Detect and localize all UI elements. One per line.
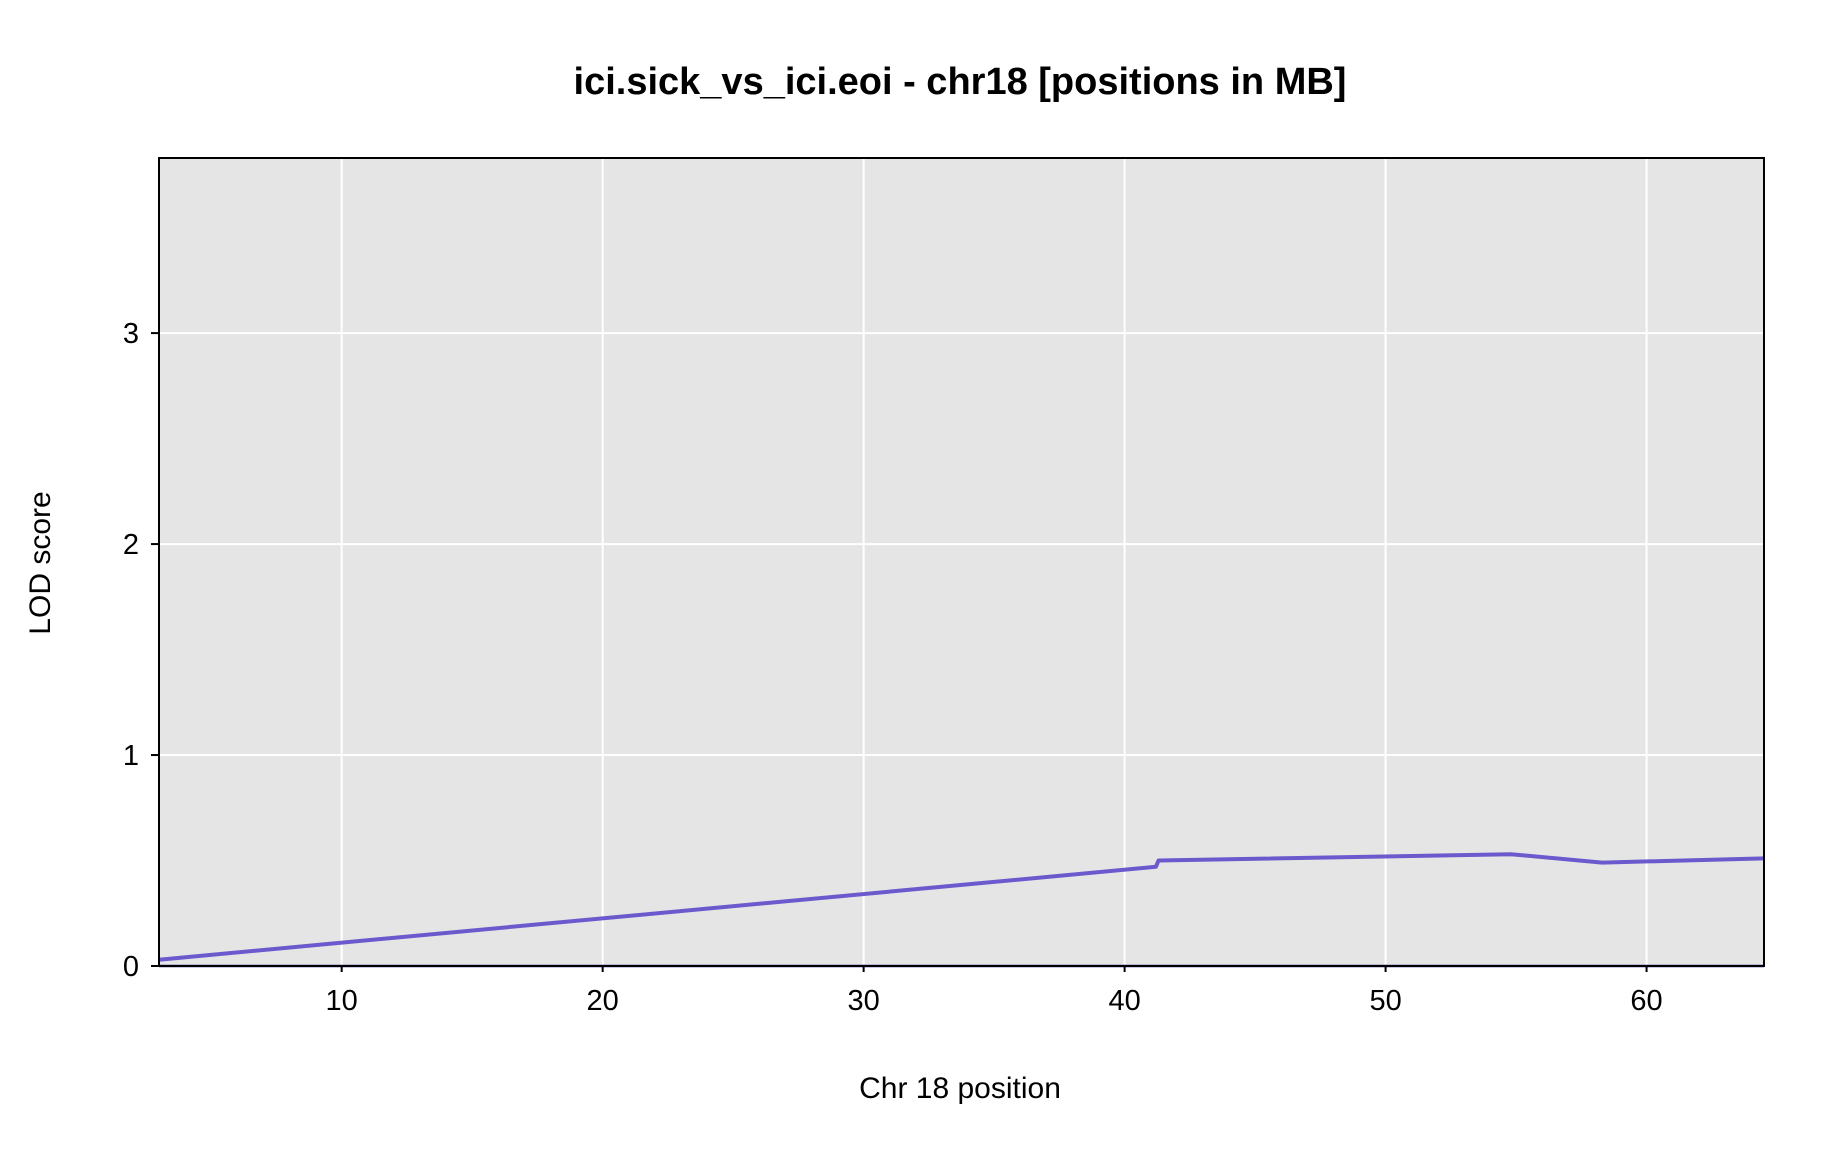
y-tick-label: 1 [123,740,139,772]
x-tick-label: 60 [1630,985,1662,1017]
y-tick-label: 0 [123,951,139,983]
x-axis-ticks: 10 20 30 40 50 60 [326,966,1663,1017]
y-tick-label: 3 [123,318,139,350]
x-tick-label: 50 [1369,985,1401,1017]
x-tick-label: 20 [587,985,619,1017]
plot-background [159,158,1764,966]
plot-frame [158,157,1765,967]
x-tick-label: 30 [848,985,880,1017]
series-layer [158,852,1765,962]
chart-title: ici.sick_vs_ici.eoi - chr18 [positions i… [574,61,1347,103]
x-tick-label: 10 [326,985,358,1017]
y-axis-ticks: 0 1 2 3 [123,318,159,983]
x-axis-label: Chr 18 position [859,1072,1061,1105]
y-axis-label: LOD score [24,491,57,634]
x-tick-label: 40 [1108,985,1140,1017]
y-tick-label: 2 [123,529,139,561]
series-line-0 [158,852,1765,962]
